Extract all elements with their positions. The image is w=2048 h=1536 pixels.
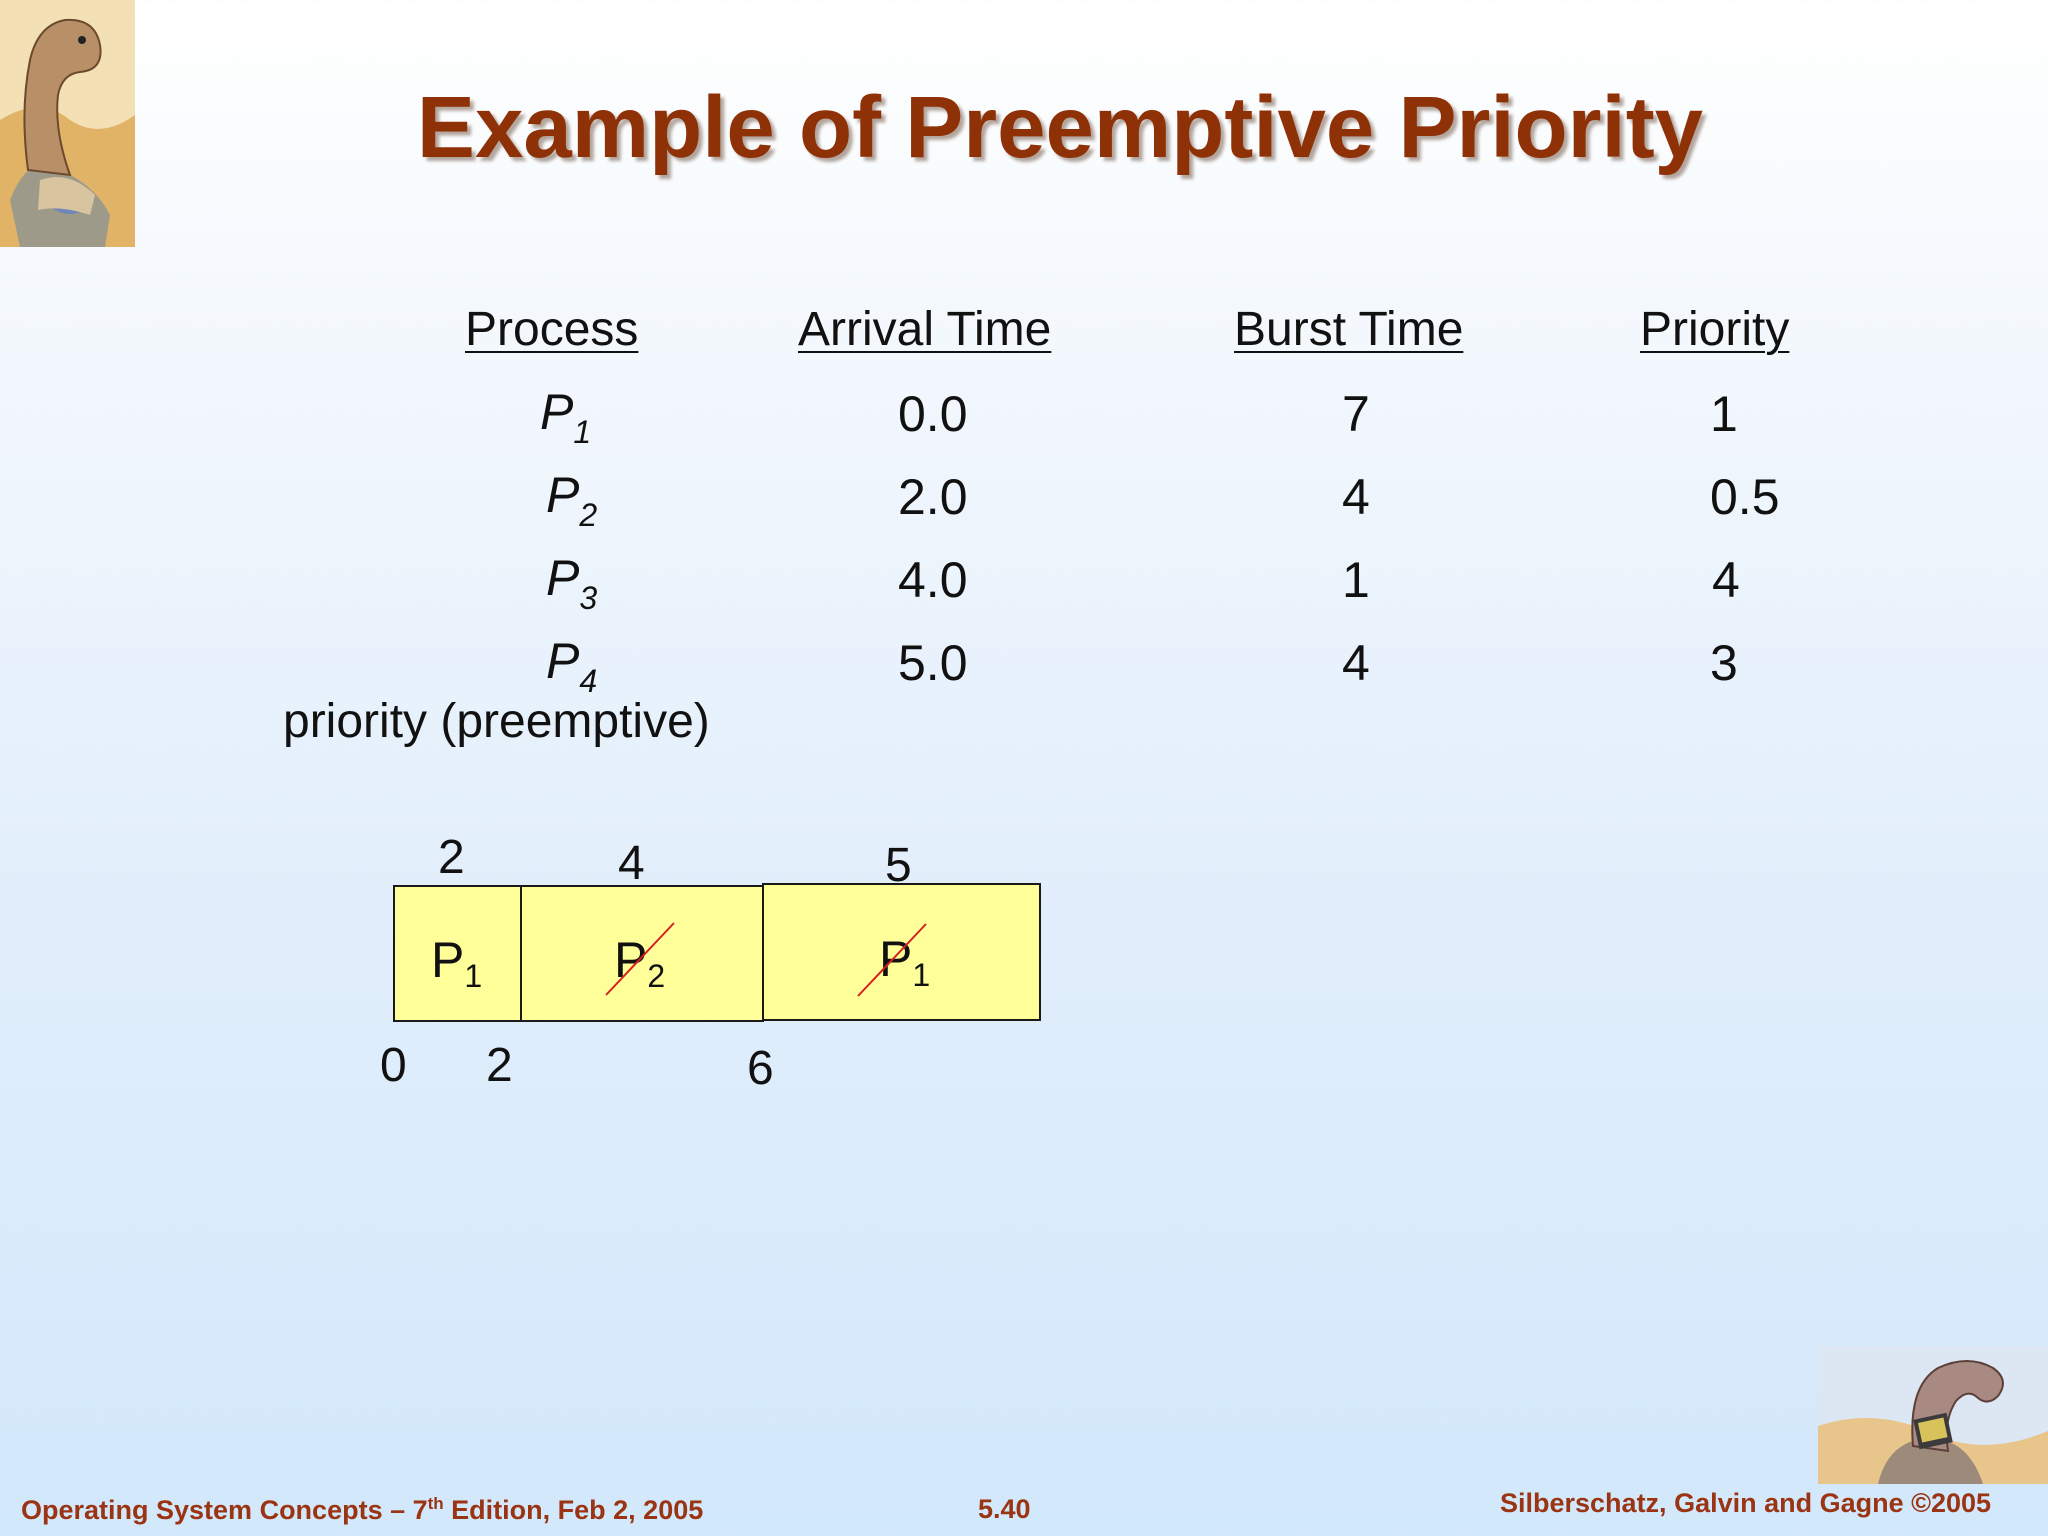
process-name: P4 bbox=[546, 633, 598, 699]
gantt-block-label: P2 bbox=[614, 932, 666, 994]
header-priority: Priority bbox=[1640, 303, 1790, 356]
strike-mark bbox=[857, 923, 927, 997]
gantt-block: P2 bbox=[520, 885, 764, 1022]
footer-book-title: Operating System Concepts – 7th Edition,… bbox=[21, 1494, 704, 1525]
burst-time-value: 1 bbox=[1342, 552, 1370, 608]
arrival-time-value: 0.0 bbox=[898, 386, 968, 442]
dinosaur-laptop-logo-icon bbox=[1818, 1346, 2048, 1484]
gantt-bottom-number: 2 bbox=[486, 1039, 513, 1092]
gantt-block-label: P1 bbox=[431, 932, 483, 994]
process-name: P3 bbox=[546, 550, 598, 616]
slide-title: Example of Preemptive Priority bbox=[416, 79, 1704, 176]
process-name: P1 bbox=[540, 384, 592, 450]
priority-value: 0.5 bbox=[1710, 469, 1780, 525]
arrival-time-value: 4.0 bbox=[898, 552, 968, 608]
gantt-top-number: 2 bbox=[438, 831, 465, 884]
gantt-block: P1 bbox=[762, 883, 1041, 1021]
gantt-bottom-number: 6 bbox=[747, 1042, 774, 1095]
header-process: Process bbox=[465, 303, 639, 356]
priority-value: 4 bbox=[1712, 552, 1740, 608]
footer-page-number: 5.40 bbox=[978, 1494, 1031, 1524]
arrival-time-value: 2.0 bbox=[898, 469, 968, 525]
gantt-top-number: 4 bbox=[618, 837, 645, 890]
strike-mark bbox=[605, 922, 675, 996]
dinosaur-logo-icon bbox=[0, 0, 135, 247]
priority-value: 3 bbox=[1710, 635, 1738, 691]
burst-time-value: 7 bbox=[1342, 386, 1370, 442]
arrival-time-value: 5.0 bbox=[898, 635, 968, 691]
header-arrival-time: Arrival Time bbox=[798, 303, 1052, 356]
burst-time-value: 4 bbox=[1342, 635, 1370, 691]
burst-time-value: 4 bbox=[1342, 469, 1370, 525]
scheduling-note: priority (preemptive) bbox=[283, 695, 710, 748]
gantt-block-label: P1 bbox=[879, 931, 931, 993]
gantt-bottom-number: 0 bbox=[380, 1039, 407, 1092]
header-burst-time: Burst Time bbox=[1234, 303, 1464, 356]
gantt-block: P1 bbox=[393, 885, 522, 1022]
footer-copyright: Silberschatz, Galvin and Gagne ©2005 bbox=[1500, 1488, 1992, 1518]
priority-value: 1 bbox=[1710, 386, 1738, 442]
process-name: P2 bbox=[546, 467, 598, 533]
